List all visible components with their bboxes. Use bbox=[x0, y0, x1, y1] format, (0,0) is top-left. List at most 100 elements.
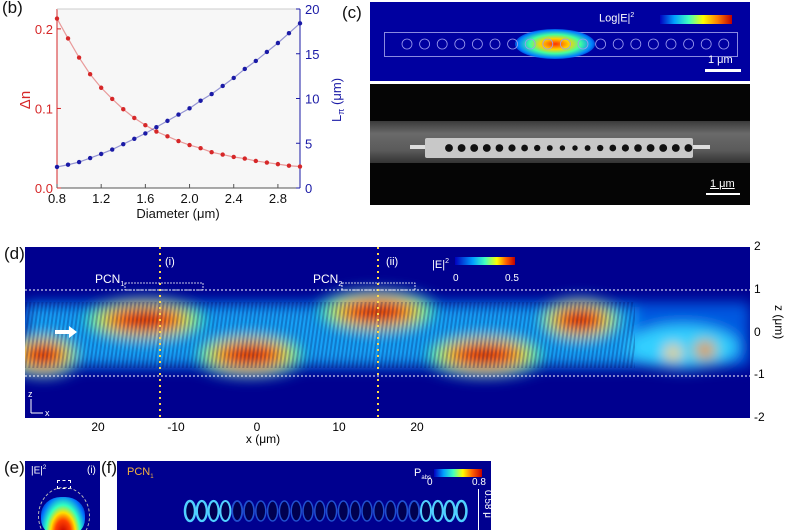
panel-label-d: (d) bbox=[4, 244, 25, 263]
hole bbox=[349, 500, 361, 522]
panel-f-absorption-map: PCN1 Pabs 0 0.8 0.58 μ bbox=[117, 461, 491, 530]
sem-holes bbox=[445, 144, 693, 152]
data-point-right bbox=[54, 164, 60, 170]
marker-ii: (ii) bbox=[386, 256, 398, 268]
data-point-right bbox=[76, 159, 82, 165]
panel-c-sem-image: 1 μm bbox=[370, 84, 750, 205]
data-point-left bbox=[242, 156, 247, 161]
colorbar-min: 0 bbox=[453, 273, 459, 284]
data-point-right bbox=[165, 118, 170, 124]
x-tick-label: 20 bbox=[91, 420, 105, 434]
panel-b-chart: 0.8 1.2 1.6 2.0 2.4 2.8 0.0 0.1 0.2 0 5 10 15 20 Diam… bbox=[17, 2, 345, 221]
hole bbox=[612, 38, 624, 50]
data-point-left bbox=[165, 134, 170, 139]
hole bbox=[508, 144, 516, 152]
y-right-tick-label: 0 bbox=[305, 181, 312, 196]
panel-label-f: (f) bbox=[101, 458, 118, 477]
z-tick-label: 1 bbox=[754, 281, 761, 296]
hole bbox=[219, 500, 232, 522]
pcn2-outline bbox=[341, 282, 416, 291]
hole bbox=[671, 144, 680, 152]
data-point-right bbox=[65, 162, 71, 167]
hole-array bbox=[401, 38, 730, 50]
axis-z-label: z bbox=[28, 389, 33, 399]
hole bbox=[584, 145, 591, 151]
data-point-left bbox=[87, 72, 93, 77]
hole bbox=[700, 38, 712, 50]
x-tick-label: 0 bbox=[253, 420, 261, 434]
hole bbox=[384, 500, 397, 522]
panel-label-b: (b) bbox=[2, 0, 23, 17]
data-point-right bbox=[87, 155, 93, 161]
x-tick-label: 0.8 bbox=[48, 191, 66, 206]
data-point-left bbox=[65, 36, 71, 41]
colorbar-label: Log|E|2 bbox=[599, 12, 635, 25]
hole bbox=[665, 38, 677, 50]
data-point-left bbox=[154, 129, 159, 134]
hole bbox=[314, 500, 326, 522]
panel-c-field-map: Log|E|2 1 μm bbox=[370, 2, 750, 81]
hole bbox=[445, 144, 453, 152]
x-tick-label: 2.8 bbox=[269, 191, 287, 206]
data-point-left bbox=[209, 150, 214, 155]
axis-x-label: x bbox=[45, 408, 50, 418]
colorbar-max: 0.8 bbox=[472, 477, 486, 488]
data-point-left bbox=[286, 163, 292, 168]
data-point-right bbox=[286, 30, 292, 36]
data-point-right bbox=[231, 75, 236, 81]
x-tick-label: 20 bbox=[410, 420, 424, 434]
hole bbox=[621, 144, 629, 152]
z-tick-label: 2 bbox=[754, 239, 761, 253]
hole bbox=[373, 500, 385, 522]
colorbar-max: 0.5 bbox=[505, 273, 519, 284]
data-point-right bbox=[275, 40, 281, 46]
scale-label: 1 μm bbox=[710, 178, 735, 190]
hole bbox=[325, 500, 338, 522]
hole bbox=[630, 38, 642, 50]
hole bbox=[646, 144, 655, 152]
hole bbox=[290, 500, 302, 522]
data-point-left bbox=[54, 16, 60, 21]
right-axis-label: Lπ (μm) bbox=[329, 78, 345, 122]
thickness-scale-bar bbox=[478, 489, 479, 530]
z-tick-label: -2 bbox=[754, 410, 765, 424]
y-right-tick-label: 5 bbox=[305, 136, 312, 151]
hole bbox=[472, 38, 483, 50]
hole bbox=[401, 38, 413, 50]
colorbar bbox=[434, 469, 482, 477]
panel-e-cross-section: |E|2 (i) bbox=[25, 461, 100, 530]
z-tick-label: 0 bbox=[754, 324, 761, 339]
y-right-tick-label: 10 bbox=[305, 92, 319, 107]
data-point-left bbox=[220, 152, 225, 157]
data-point-right bbox=[143, 131, 148, 136]
field-label: |E|2 bbox=[31, 465, 47, 477]
data-point-right bbox=[187, 106, 192, 111]
hole bbox=[534, 144, 541, 152]
colorbar-label: Pabs bbox=[414, 467, 432, 482]
hole bbox=[647, 38, 659, 50]
pcn1-label: PCN1 bbox=[127, 466, 154, 481]
data-point-right bbox=[253, 58, 259, 64]
data-point-right bbox=[242, 66, 247, 72]
colorbar-label: |E|2 bbox=[432, 258, 449, 271]
hole bbox=[595, 38, 607, 50]
data-point-right bbox=[176, 112, 181, 117]
mode-profile bbox=[41, 497, 85, 530]
scale-bar bbox=[705, 69, 741, 72]
interference-fringes bbox=[25, 302, 635, 368]
data-point-right bbox=[110, 147, 115, 152]
hole bbox=[542, 38, 554, 50]
x-tick-label: 10 bbox=[332, 420, 346, 434]
hole bbox=[457, 144, 466, 152]
data-point-left bbox=[110, 96, 115, 102]
hole bbox=[684, 144, 693, 152]
left-axis-label: Δn bbox=[17, 91, 34, 109]
hole bbox=[683, 38, 695, 50]
hole bbox=[609, 144, 617, 152]
data-point-left bbox=[132, 115, 137, 121]
data-point-right bbox=[220, 83, 225, 89]
data-point-left bbox=[253, 158, 259, 164]
data-point-right bbox=[98, 151, 104, 157]
x-axis-label: x (μm) bbox=[245, 432, 281, 446]
hole bbox=[231, 500, 244, 522]
